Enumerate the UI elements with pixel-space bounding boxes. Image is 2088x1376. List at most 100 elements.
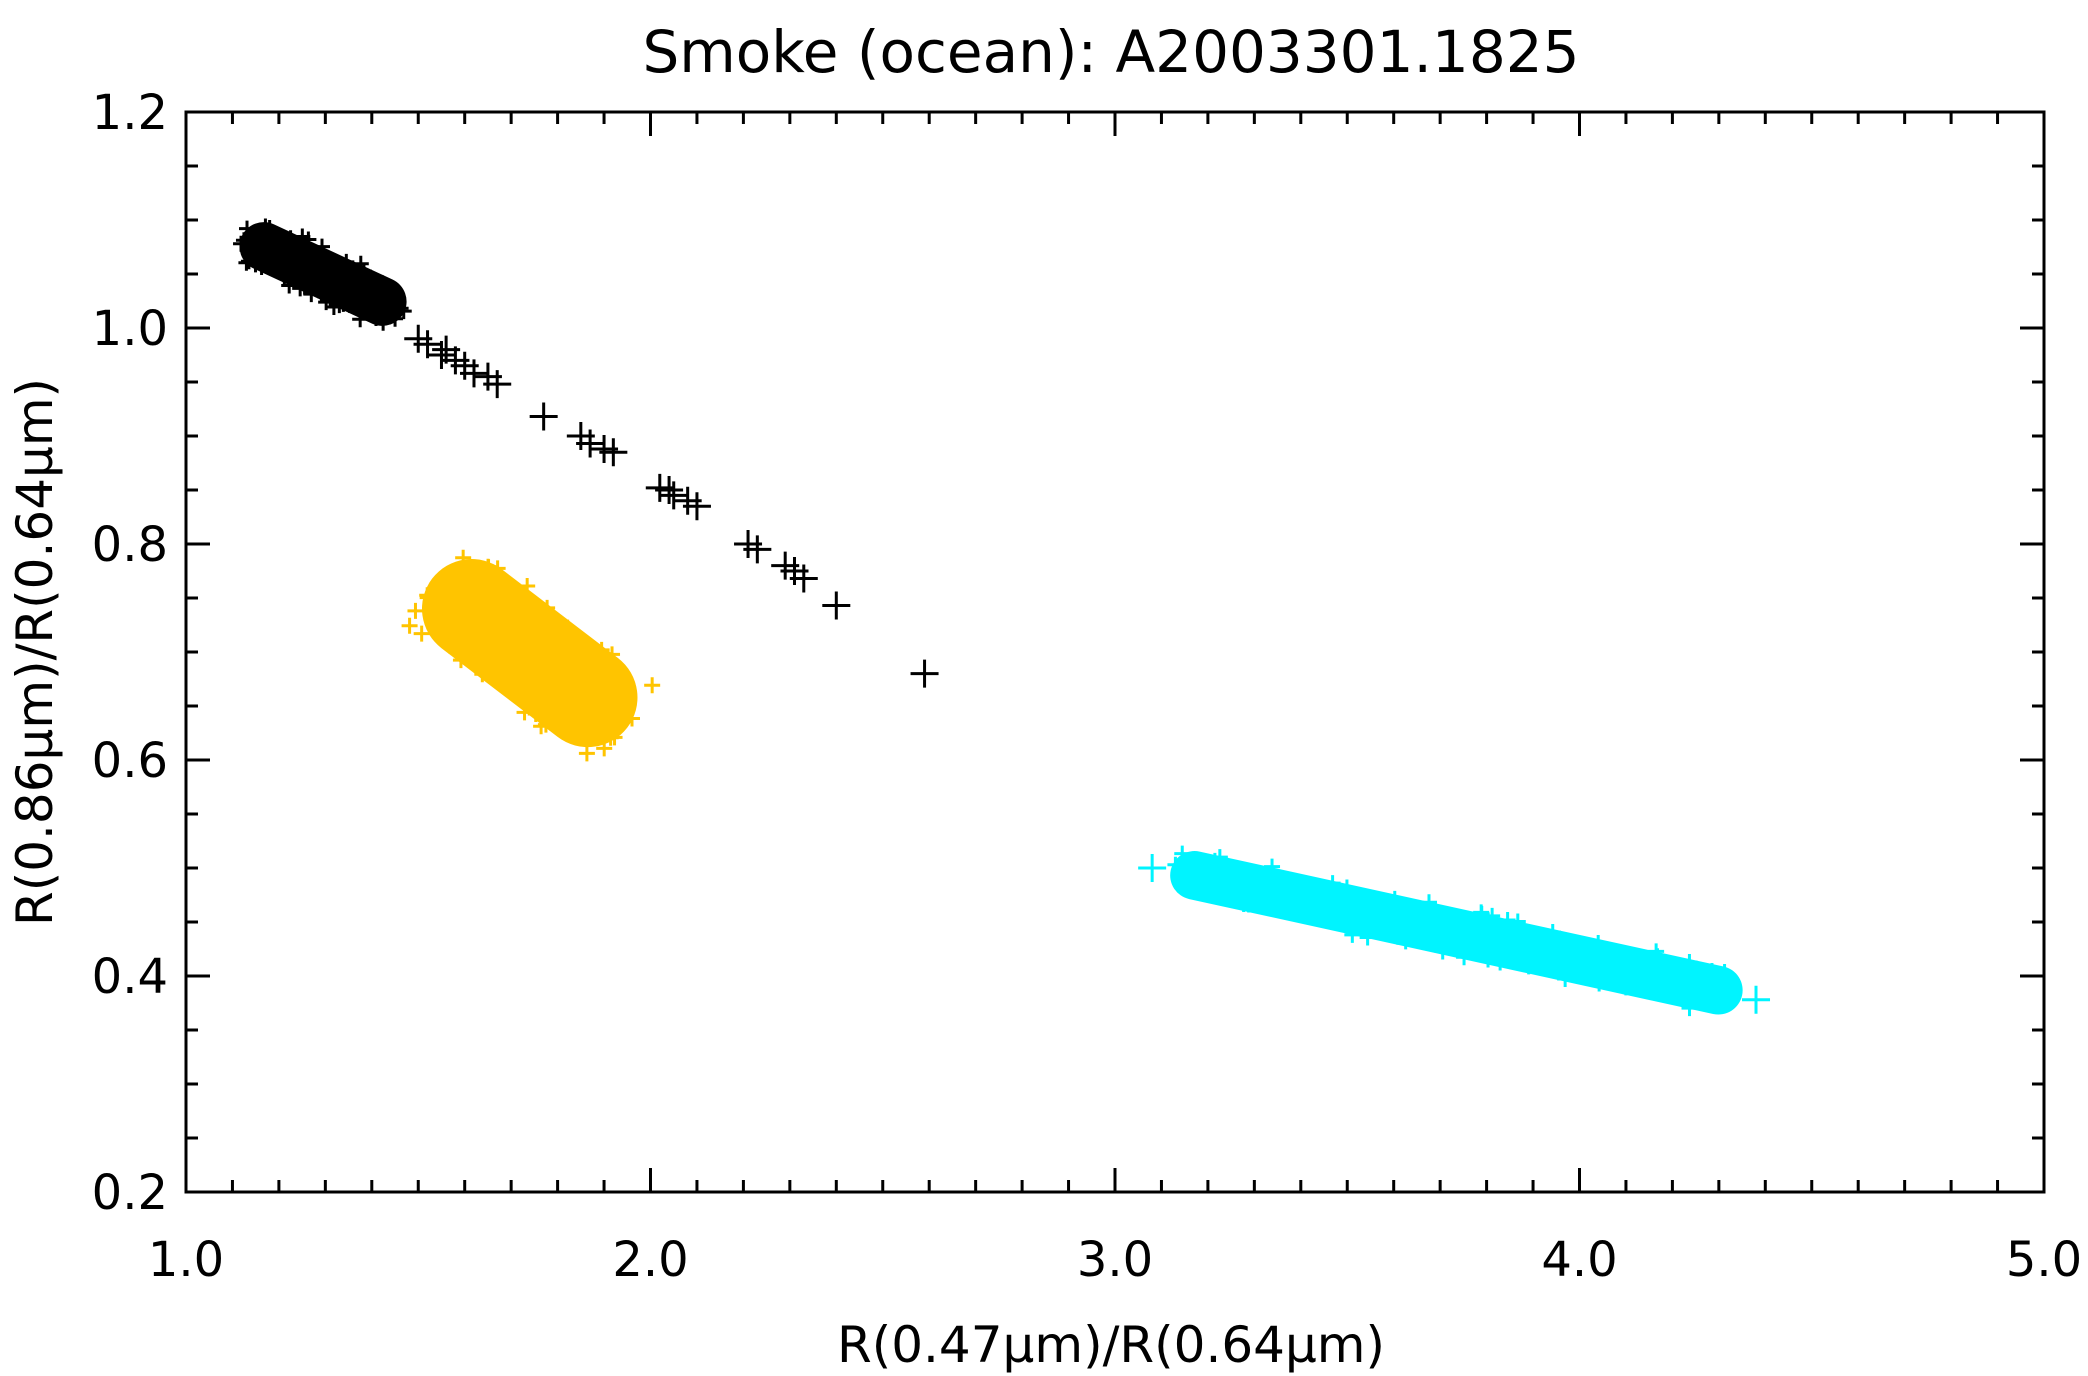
data-point [375, 314, 392, 331]
data-point [427, 341, 456, 369]
data-point [459, 359, 488, 388]
data-point [1344, 926, 1361, 943]
data-point [590, 661, 607, 678]
data-point [1591, 975, 1608, 992]
data-point [1600, 948, 1617, 965]
data-point [481, 594, 498, 611]
data-point [743, 535, 772, 564]
data-point [580, 650, 597, 667]
data-point [331, 297, 348, 314]
data-point [452, 652, 469, 669]
data-point [364, 287, 381, 304]
data-point [1551, 942, 1568, 959]
data-point [1617, 979, 1634, 996]
data-point [311, 263, 328, 280]
data-point [281, 261, 298, 278]
data-point [1291, 904, 1308, 921]
data-point [298, 252, 315, 269]
data-point [510, 586, 527, 603]
data-point [1623, 962, 1640, 979]
data-point [351, 274, 368, 291]
data-point [532, 670, 549, 687]
data-point [1220, 883, 1237, 900]
data-point [294, 249, 311, 266]
data-point [303, 286, 320, 303]
data-point [292, 280, 309, 297]
data-point [1703, 962, 1720, 979]
data-point [541, 676, 558, 693]
data-point [261, 257, 278, 274]
data-point [387, 310, 404, 327]
data-point [1681, 1000, 1698, 1017]
y-tick-labels: 0.2 0.4 0.6 0.8 1.0 1.2 [92, 85, 168, 1221]
data-point [1500, 947, 1517, 964]
data-point [1397, 933, 1414, 950]
data-point [1649, 954, 1666, 971]
data-point [1334, 915, 1351, 932]
data-point [1359, 929, 1376, 946]
x-tick-label: 1.0 [148, 1232, 224, 1288]
data-point [789, 564, 818, 593]
data-point [1324, 875, 1341, 892]
data-point [1167, 856, 1184, 873]
data-point [1206, 852, 1223, 869]
data-point [235, 232, 252, 249]
data-point [1684, 966, 1701, 983]
x-tick-label: 5.0 [2006, 1232, 2082, 1288]
data-point [310, 282, 327, 299]
data-point [495, 593, 512, 610]
data-point [442, 637, 459, 654]
data-point [1290, 886, 1307, 903]
chart-title: Smoke (ocean): A2003301.1825 [642, 18, 1579, 86]
data-point [529, 402, 558, 431]
x-tick-label: 2.0 [612, 1232, 688, 1288]
x-tick-label: 4.0 [1541, 1232, 1617, 1288]
data-point [261, 219, 278, 236]
data-point [1520, 958, 1537, 975]
data-point [1191, 879, 1208, 896]
y-axis-label: R(0.86μm)/R(0.64μm) [6, 378, 64, 926]
data-point [1421, 931, 1438, 948]
data-point [527, 705, 544, 722]
data-point [263, 231, 280, 248]
data-point [578, 745, 595, 762]
data-point [367, 280, 384, 297]
y-tick-label: 0.2 [92, 1165, 168, 1221]
data-point [407, 602, 424, 619]
series-1 [233, 218, 939, 688]
data-point [480, 558, 497, 575]
data-point [459, 640, 476, 657]
data-point [239, 220, 256, 237]
data-point [1625, 947, 1642, 964]
data-point [419, 589, 436, 606]
data-point [438, 568, 455, 585]
data-point [1590, 934, 1607, 951]
data-point [578, 640, 595, 656]
data-point [1138, 854, 1167, 882]
data-point [300, 231, 317, 248]
series-2 [401, 549, 661, 762]
data-point [1244, 896, 1261, 913]
data-point [392, 300, 409, 317]
data-point [502, 680, 519, 697]
data-point [564, 681, 581, 698]
data-point [455, 549, 472, 566]
data-point [483, 370, 512, 399]
data-point [281, 277, 298, 294]
data-point [455, 631, 472, 648]
data-point [682, 492, 711, 521]
data-point [1281, 882, 1298, 899]
data-point [576, 429, 605, 458]
data-point [822, 591, 851, 620]
data-point [307, 246, 324, 263]
data-point [543, 705, 560, 722]
data-point [593, 641, 610, 658]
data-point [352, 311, 369, 328]
data-point [559, 623, 576, 640]
data-point [1243, 882, 1260, 899]
data-point [233, 235, 250, 252]
data-point [252, 239, 269, 256]
data-point [354, 296, 371, 313]
data-point [449, 589, 466, 606]
